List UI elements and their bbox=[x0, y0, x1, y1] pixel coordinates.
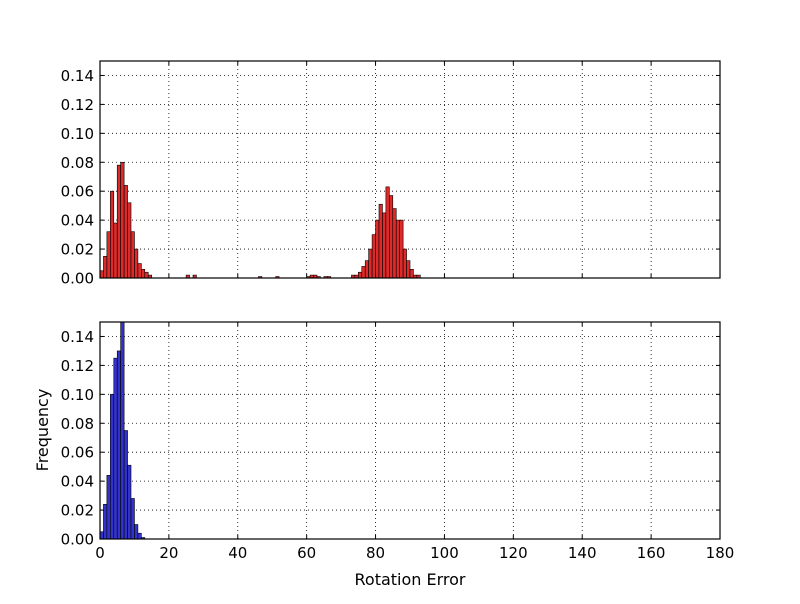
top-ytick-label: 0.02 bbox=[61, 241, 94, 259]
bottom-axes-frame bbox=[99, 321, 721, 540]
top-histogram-bar bbox=[375, 219, 380, 278]
bottom-xtick-label: 120 bbox=[499, 544, 528, 562]
top-histogram-bar bbox=[389, 195, 394, 278]
top-histogram-bar bbox=[392, 208, 397, 278]
bottom-xtick-label: 140 bbox=[568, 544, 597, 562]
bottom-bars bbox=[100, 322, 146, 539]
top-histogram-bar bbox=[327, 276, 332, 278]
top-histogram-bar bbox=[141, 269, 146, 278]
bottom-histogram-bar bbox=[116, 350, 121, 539]
top-histogram-bar bbox=[113, 222, 118, 278]
bottom-xtick-label: 0 bbox=[95, 544, 105, 562]
top-histogram-bar bbox=[409, 269, 414, 278]
top-histogram-bar bbox=[402, 248, 407, 278]
top-histogram-bar bbox=[144, 271, 149, 278]
bottom-xtick-label: 40 bbox=[228, 544, 247, 562]
bottom-histogram-bar bbox=[113, 357, 118, 539]
bottom-histogram-bar bbox=[130, 498, 135, 539]
top-histogram-bar bbox=[378, 203, 383, 278]
top-ytick-label: 0.10 bbox=[61, 125, 94, 143]
bottom-histogram-bar bbox=[123, 430, 128, 539]
bottom-ytick-label: 0.00 bbox=[61, 531, 94, 549]
top-ytick-label: 0.12 bbox=[61, 96, 94, 114]
bottom-histogram-panel: 0.00 0.02 0.04 0.06 0.08 0.10 0.12 0.14 0 20 40 60… bbox=[61, 321, 734, 562]
top-histogram-bar bbox=[316, 276, 321, 278]
top-ytick-label: 0.00 bbox=[61, 270, 94, 288]
top-histogram-panel: 0.00 0.02 0.04 0.06 0.08 0.10 0.12 0.14 bbox=[61, 60, 721, 288]
x-axis-label: Rotation Error bbox=[355, 570, 466, 589]
bottom-histogram-bar bbox=[106, 475, 111, 539]
top-ticks bbox=[99, 61, 721, 279]
top-histogram-bar bbox=[106, 231, 111, 278]
top-histogram-bar bbox=[275, 276, 280, 278]
top-ytick-label: 0.06 bbox=[61, 183, 94, 201]
top-histogram-bar bbox=[137, 263, 142, 278]
bottom-xtick-label: 180 bbox=[706, 544, 735, 562]
top-histogram-bar bbox=[134, 248, 139, 278]
bottom-ytick-label: 0.08 bbox=[61, 415, 94, 433]
bottom-ytick-label: 0.02 bbox=[61, 502, 94, 520]
top-histogram-bar bbox=[406, 260, 411, 278]
bottom-xtick-label: 80 bbox=[366, 544, 385, 562]
y-axis-label: Frequency bbox=[33, 389, 52, 472]
top-ytick-label: 0.08 bbox=[61, 154, 94, 172]
top-histogram-bar bbox=[258, 276, 263, 278]
bottom-y-tick-labels: 0.00 0.02 0.04 0.06 0.08 0.10 0.12 0.14 bbox=[61, 328, 94, 549]
bottom-ytick-label: 0.12 bbox=[61, 357, 94, 375]
top-histogram-bar bbox=[123, 185, 128, 278]
top-histogram-bar bbox=[130, 231, 135, 278]
top-histogram-bar bbox=[110, 190, 115, 278]
top-histogram-bar bbox=[358, 271, 363, 278]
bottom-histogram-bar bbox=[141, 537, 146, 539]
bottom-histogram-bar bbox=[120, 322, 125, 539]
top-ytick-label: 0.14 bbox=[61, 67, 94, 85]
bottom-ytick-label: 0.14 bbox=[61, 328, 94, 346]
top-histogram-bar bbox=[399, 219, 404, 278]
bottom-ticks bbox=[99, 322, 721, 540]
top-histogram-bar bbox=[395, 219, 400, 278]
bottom-xtick-label: 60 bbox=[297, 544, 316, 562]
top-histogram-bar bbox=[368, 248, 373, 278]
bottom-ytick-label: 0.06 bbox=[61, 444, 94, 462]
top-histogram-bar bbox=[361, 266, 366, 278]
bottom-histogram-bar bbox=[110, 394, 115, 539]
top-histogram-bar bbox=[385, 186, 390, 278]
bottom-xtick-label: 20 bbox=[159, 544, 178, 562]
bottom-histogram-bar bbox=[103, 503, 108, 539]
bottom-histogram-bar bbox=[137, 532, 142, 539]
bottom-xtick-label: 160 bbox=[637, 544, 666, 562]
top-axes-frame bbox=[99, 60, 721, 279]
top-histogram-bar bbox=[371, 234, 376, 278]
top-histogram-bar bbox=[364, 260, 369, 278]
top-histogram-bar bbox=[127, 202, 132, 278]
top-histogram-bar bbox=[120, 161, 125, 278]
top-y-tick-labels: 0.00 0.02 0.04 0.06 0.08 0.10 0.12 0.14 bbox=[61, 67, 94, 288]
top-histogram-bar bbox=[103, 255, 108, 278]
bottom-ytick-label: 0.10 bbox=[61, 386, 94, 404]
bottom-x-tick-labels: 0 20 40 60 80 100 120 140 160 180 bbox=[95, 544, 734, 562]
top-ytick-label: 0.04 bbox=[61, 212, 94, 230]
bottom-histogram-bar bbox=[134, 524, 139, 539]
top-histogram-bar bbox=[116, 164, 121, 278]
bottom-ytick-label: 0.04 bbox=[61, 473, 94, 491]
bottom-histogram-bar bbox=[127, 464, 132, 539]
top-histogram-bar bbox=[382, 212, 387, 278]
bottom-xtick-label: 100 bbox=[430, 544, 459, 562]
